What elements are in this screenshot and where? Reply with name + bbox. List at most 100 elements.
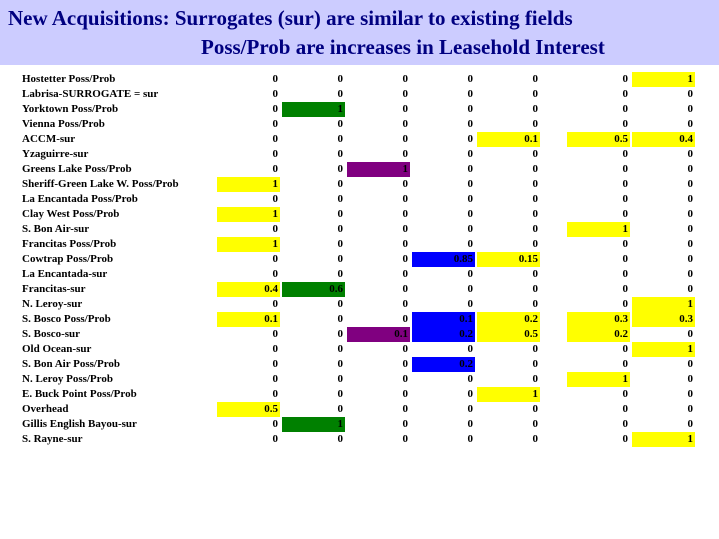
value-cell: 0 <box>467 373 474 385</box>
value-cell: 0 <box>687 388 694 400</box>
value-cell: 0 <box>532 343 539 355</box>
table-row: La Encantada Poss/Prob 0 0 0 0 0 0 0 <box>22 192 702 207</box>
value-cell: 0 <box>402 388 409 400</box>
row-label: Clay West Poss/Prob <box>22 208 120 220</box>
value-cell: 0 <box>532 418 539 430</box>
value-cell: 0 <box>622 268 629 280</box>
value-cell: 0 <box>687 178 694 190</box>
table-row: Overhead 0.5 0 0 0 0 0 0 <box>22 402 702 417</box>
value-cell: 0 <box>272 223 279 235</box>
value-cell: 0.2 <box>412 327 475 342</box>
row-label: S. Bon Air Poss/Prob <box>22 358 121 370</box>
value-cell: 0.3 <box>567 312 630 327</box>
value-cell: 0 <box>687 328 694 340</box>
value-cell: 1 <box>632 432 695 447</box>
value-cell: 0 <box>402 283 409 295</box>
table-row: Gillis English Bayou-sur 0 1 0 0 0 0 0 <box>22 417 702 432</box>
value-cell: 0 <box>687 253 694 265</box>
value-cell: 0 <box>532 103 539 115</box>
value-cell: 0 <box>467 283 474 295</box>
value-cell: 0 <box>467 118 474 130</box>
table-row: Yzaguirre-sur 0 0 0 0 0 0 0 <box>22 147 702 162</box>
row-label: Sheriff-Green Lake W. Poss/Prob <box>22 178 179 190</box>
value-cell: 0 <box>402 268 409 280</box>
value-cell: 0 <box>337 403 344 415</box>
row-label: Overhead <box>22 403 69 415</box>
value-cell: 0 <box>402 148 409 160</box>
value-cell: 0 <box>337 73 344 85</box>
table-row: Cowtrap Poss/Prob 0 0 0 0.85 0.15 0 0 <box>22 252 702 267</box>
row-label: Cowtrap Poss/Prob <box>22 253 114 265</box>
value-cell: 0.5 <box>567 132 630 147</box>
value-cell: 0 <box>532 403 539 415</box>
value-cell: 0 <box>687 223 694 235</box>
value-cell: 0 <box>337 268 344 280</box>
value-cell: 0.5 <box>217 402 280 417</box>
value-cell: 1 <box>632 72 695 87</box>
value-cell: 0 <box>687 418 694 430</box>
value-cell: 0 <box>467 103 474 115</box>
value-cell: 0 <box>272 103 279 115</box>
table-row: ACCM-sur 0 0 0 0 0.1 0.5 0.4 <box>22 132 702 147</box>
value-cell: 0 <box>337 193 344 205</box>
value-cell: 0 <box>402 103 409 115</box>
row-label: S. Bosco Poss/Prob <box>22 313 111 325</box>
value-cell: 0.2 <box>477 312 540 327</box>
value-cell: 1 <box>217 207 280 222</box>
value-cell: 0 <box>337 433 344 445</box>
allocation-table: Hostetter Poss/Prob 0 0 0 0 0 0 1 Labrisa-SURROG… <box>22 72 702 447</box>
value-cell: 0 <box>622 163 629 175</box>
value-cell: 0 <box>272 388 279 400</box>
table-row: Greens Lake Poss/Prob 0 0 1 0 0 0 0 <box>22 162 702 177</box>
value-cell: 0 <box>272 328 279 340</box>
value-cell: 0 <box>532 163 539 175</box>
value-cell: 0 <box>337 178 344 190</box>
value-cell: 0 <box>532 298 539 310</box>
value-cell: 0 <box>337 358 344 370</box>
table-row: Vienna Poss/Prob 0 0 0 0 0 0 0 <box>22 117 702 132</box>
value-cell: 0.5 <box>477 327 540 342</box>
value-cell: 0 <box>467 73 474 85</box>
value-cell: 0 <box>402 223 409 235</box>
value-cell: 0 <box>337 298 344 310</box>
value-cell: 0 <box>532 223 539 235</box>
value-cell: 0 <box>467 298 474 310</box>
row-label: Francitas Poss/Prob <box>22 238 117 250</box>
value-cell: 0 <box>467 208 474 220</box>
value-cell: 0 <box>402 193 409 205</box>
value-cell: 0 <box>622 238 629 250</box>
table-row: S. Bosco-sur 0 0 0.1 0.2 0.5 0.2 0 <box>22 327 702 342</box>
value-cell: 0 <box>337 253 344 265</box>
value-cell: 0.1 <box>477 132 540 147</box>
table-row: S. Bon Air-sur 0 0 0 0 0 1 0 <box>22 222 702 237</box>
value-cell: 1 <box>567 222 630 237</box>
value-cell: 0 <box>687 118 694 130</box>
table-row: S. Bosco Poss/Prob 0.1 0 0 0.1 0.2 0.3 0.3 <box>22 312 702 327</box>
value-cell: 0 <box>402 313 409 325</box>
value-cell: 0 <box>532 373 539 385</box>
table-row: Hostetter Poss/Prob 0 0 0 0 0 0 1 <box>22 72 702 87</box>
value-cell: 1 <box>632 342 695 357</box>
value-cell: 0 <box>402 418 409 430</box>
value-cell: 0 <box>467 148 474 160</box>
row-label: Vienna Poss/Prob <box>22 118 105 130</box>
value-cell: 0 <box>272 268 279 280</box>
value-cell: 0 <box>337 328 344 340</box>
value-cell: 0 <box>402 118 409 130</box>
value-cell: 0 <box>402 253 409 265</box>
value-cell: 0 <box>687 148 694 160</box>
value-cell: 0 <box>532 283 539 295</box>
value-cell: 0 <box>337 163 344 175</box>
value-cell: 0 <box>337 133 344 145</box>
row-label: S. Rayne-sur <box>22 433 83 445</box>
value-cell: 0 <box>402 433 409 445</box>
value-cell: 0 <box>687 373 694 385</box>
value-cell: 0 <box>532 73 539 85</box>
title-line-2: Poss/Prob are increases in Leasehold Int… <box>201 35 605 59</box>
value-cell: 0 <box>622 283 629 295</box>
value-cell: 0 <box>272 133 279 145</box>
value-cell: 0 <box>532 88 539 100</box>
value-cell: 0 <box>337 313 344 325</box>
value-cell: 1 <box>217 177 280 192</box>
row-label: Gillis English Bayou-sur <box>22 418 137 430</box>
